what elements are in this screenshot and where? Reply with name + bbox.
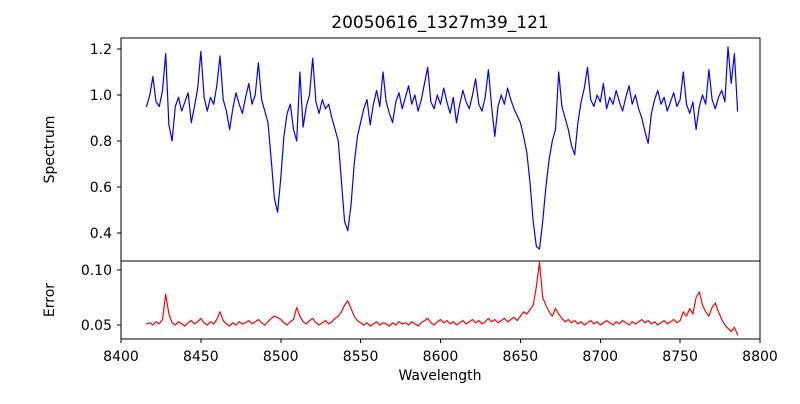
x-axis-label: Wavelength (398, 368, 481, 384)
spectrum-y-axis-label: Spectrum (42, 116, 58, 184)
x-tick-label: 8450 (183, 349, 219, 365)
y-tick-label: 0.05 (81, 318, 112, 334)
error-line (146, 261, 739, 336)
y-tick-label: 0.10 (81, 263, 112, 279)
x-tick-label: 8700 (582, 349, 618, 365)
spectrum-line (146, 46, 739, 250)
y-tick-label: 1.0 (90, 88, 112, 104)
y-tick-label: 0.4 (90, 226, 112, 242)
y-tick-label: 1.2 (90, 42, 112, 58)
panel-frame (120, 37, 761, 262)
chart-title: 20050616_1327m39_121 (331, 13, 548, 33)
error-y-axis-label: Error (42, 283, 58, 317)
x-tick-label: 8650 (503, 349, 539, 365)
axes-layer: 8400 8450 8500 8550 8600 8650 8700 8750 8800 0.4 0… (81, 37, 778, 365)
x-tick-label: 8600 (423, 349, 459, 365)
series-layer (146, 46, 739, 336)
panel-frame (120, 260, 761, 340)
x-tick-label: 8500 (263, 349, 299, 365)
x-tick-label: 8800 (742, 349, 778, 365)
x-tick-label: 8750 (662, 349, 698, 365)
y-tick-label: 0.8 (90, 134, 112, 150)
y-tick-label: 0.6 (90, 180, 112, 196)
x-tick-label: 8550 (343, 349, 379, 365)
x-tick-label: 8400 (103, 349, 139, 365)
